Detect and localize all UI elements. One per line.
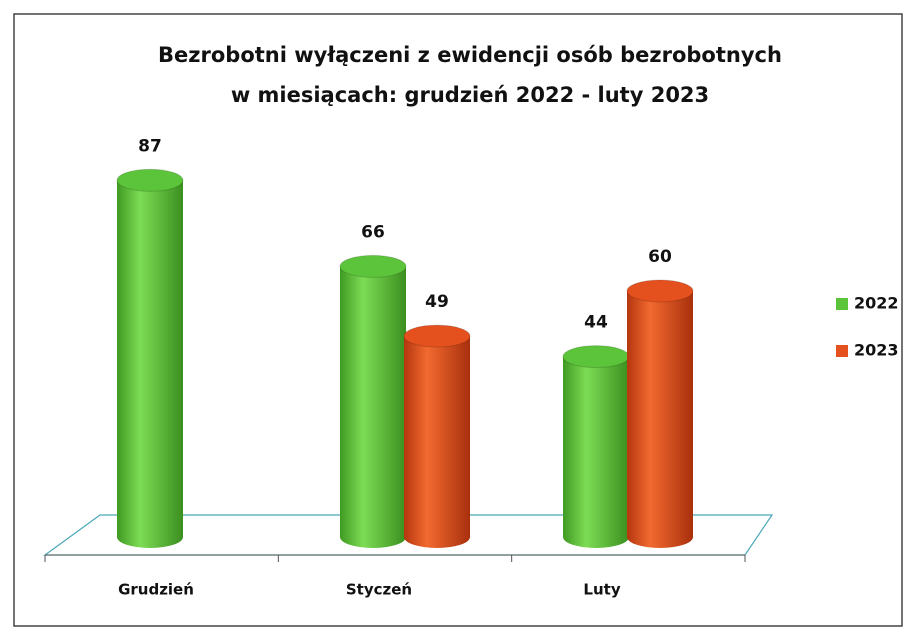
bar — [403, 324, 471, 548]
cylinder-top — [626, 279, 694, 303]
x-tick-label: Styczeń — [346, 581, 412, 599]
legend-label: 2023 — [854, 341, 899, 360]
chart-title: w miesiącach: grudzień 2022 - luty 2023 — [231, 83, 709, 107]
value-label: 87 — [138, 136, 162, 156]
bar — [116, 168, 184, 548]
value-label: 60 — [648, 247, 672, 267]
legend-swatch — [836, 298, 848, 310]
cylinder-body — [627, 291, 693, 548]
cylinder-body — [340, 266, 406, 548]
value-label: 49 — [425, 292, 449, 312]
cylinder-body — [404, 336, 470, 548]
cylinder-top — [403, 324, 471, 348]
legend-swatch — [836, 345, 848, 357]
cylinder-top — [339, 254, 407, 278]
value-label: 44 — [584, 313, 608, 333]
value-label: 66 — [361, 222, 385, 242]
legend-label: 2022 — [854, 294, 899, 313]
x-tick-label: Luty — [583, 581, 620, 599]
cylinder-top — [116, 168, 184, 192]
bar — [562, 345, 630, 548]
cylinder-body — [117, 180, 183, 548]
x-tick-label: Grudzień — [118, 581, 194, 599]
bar — [626, 279, 694, 548]
cylinder-body — [563, 356, 629, 548]
cylinder-top — [562, 345, 630, 369]
chart-title: Bezrobotni wyłączeni z ewidencji osób be… — [158, 43, 782, 67]
bar — [339, 254, 407, 548]
